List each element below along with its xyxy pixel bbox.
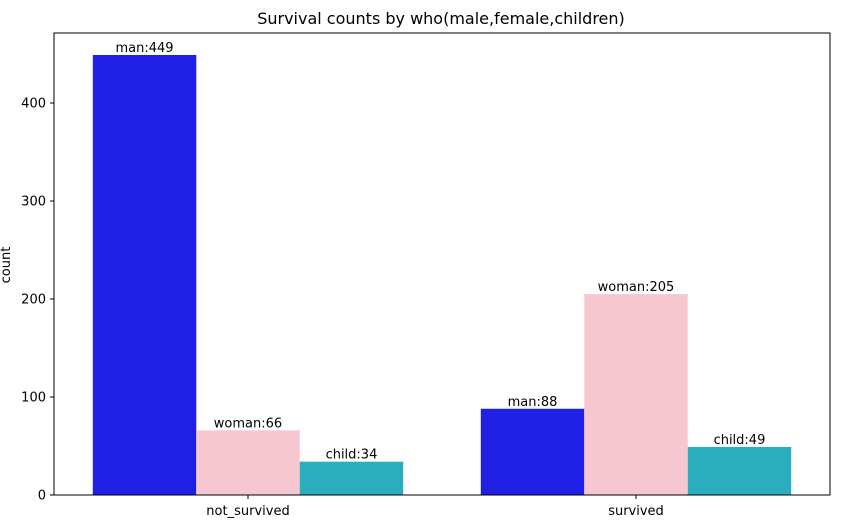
bar-man-not_survived (92, 55, 197, 495)
bar-woman-not_survived (196, 430, 300, 495)
chart-title: Survival counts by who(male,female,child… (257, 9, 625, 28)
bar-label-woman-survived: woman:205 (598, 280, 675, 295)
bar-label-man-not_survived: man:449 (116, 41, 174, 56)
x-tick-label-survived: survived (608, 504, 664, 519)
bar-child-not_survived (299, 461, 404, 495)
y-tick-label: 200 (21, 293, 46, 308)
bar-woman-survived (584, 294, 688, 495)
plot-frame (53, 32, 831, 496)
bar-label-child-not_survived: child:34 (326, 448, 378, 463)
bar-label-child-survived: child:49 (714, 433, 766, 448)
y-tick-label: 100 (21, 391, 46, 406)
y-tick-label: 400 (21, 97, 46, 112)
y-axis-label: count (0, 247, 14, 284)
plot-area: man:449 man:88 woman:66 woman:205 child:34 ch… (21, 32, 831, 519)
bar-label-man-survived: man:88 (508, 395, 558, 410)
bar-child-survived (687, 446, 792, 495)
x-tick-label-not_survived: not_survived (206, 504, 289, 519)
bar-label-woman-not_survived: woman:66 (214, 416, 282, 431)
bar-man-survived (480, 408, 585, 495)
y-tick-label: 300 (21, 195, 46, 210)
y-tick-label: 0 (38, 489, 46, 504)
